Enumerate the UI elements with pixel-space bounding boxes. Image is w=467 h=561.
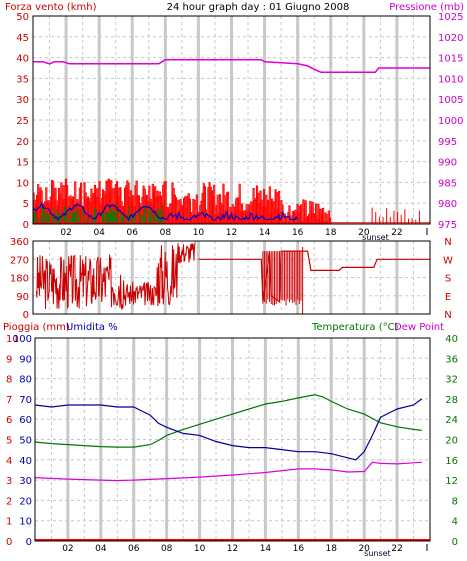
hour-tick-label: 18 <box>325 228 337 238</box>
rain-tick-label: 3 <box>6 476 12 487</box>
temperature-tick-label: 36 <box>445 354 458 365</box>
pressure-tick-label: 1020 <box>438 33 463 44</box>
temperature-tick-label: 20 <box>445 436 458 447</box>
temperature-tick-label: 4 <box>452 517 458 528</box>
humidity-tick-label: 40 <box>19 456 32 467</box>
direction-tick-label: 360 <box>10 237 29 248</box>
rain-tick-label: 9 <box>6 354 12 365</box>
humidity-tick-label: 30 <box>19 476 32 487</box>
hour-tick-label: 08 <box>161 544 173 554</box>
humidity-tick-label: 60 <box>19 415 32 426</box>
wind-tick-label: 35 <box>16 74 29 85</box>
compass-tick-label: N <box>444 237 451 248</box>
wind-tick-label: 5 <box>23 199 29 210</box>
wind-tick-label: 50 <box>16 12 29 23</box>
direction-tick-label: 90 <box>16 292 29 303</box>
wind-tick-label: 20 <box>16 137 29 148</box>
hour-tick-label: 14 <box>260 544 272 554</box>
wind-tick-label: 45 <box>16 33 29 44</box>
hour-tick-label: 04 <box>95 544 107 554</box>
pressure-tick-label: 1010 <box>438 74 463 85</box>
temperature-tick-label: 24 <box>445 415 458 426</box>
dewpoint-axis-title: Dew Point <box>394 322 444 333</box>
humidity-tick-label: 0 <box>26 537 32 548</box>
hour-tick-label: 22 <box>391 544 402 554</box>
wind-tick-label: 10 <box>16 178 29 189</box>
pressure-tick-label: 980 <box>438 199 457 210</box>
pressure-tick-label: 990 <box>438 158 457 169</box>
direction-tick-label: 180 <box>10 274 29 285</box>
temperature-tick-label: 32 <box>445 375 458 386</box>
temperature-axis-title: Temperatura (°C) <box>311 322 399 333</box>
humidity-tick-label: 70 <box>19 395 32 406</box>
wind-tick-label: 40 <box>16 54 29 65</box>
humidity-tick-label: 80 <box>19 375 32 386</box>
pressure-tick-label: 1015 <box>438 54 463 65</box>
rain-tick-label: 8 <box>6 375 12 386</box>
compass-tick-label: E <box>445 292 451 303</box>
hour-tick-label: 22 <box>391 228 402 238</box>
rain-tick-label: 1 <box>6 517 12 528</box>
rain-tick-label: 6 <box>6 415 12 426</box>
hour-tick-label: 06 <box>127 228 139 238</box>
humidity-tick-label: 20 <box>19 496 32 507</box>
hour-tick-label: 10 <box>193 228 205 238</box>
wind-tick-label: 30 <box>16 95 29 106</box>
humidity-tick-label: 90 <box>19 354 32 365</box>
temperature-tick-label: 8 <box>452 496 458 507</box>
hour-tick-label: 14 <box>259 228 271 238</box>
hour-tick-label: 18 <box>326 544 338 554</box>
pressure-tick-label: 1005 <box>438 95 463 106</box>
hour-tick-label: 08 <box>160 228 172 238</box>
temperature-tick-label: 16 <box>445 456 458 467</box>
pressure-tick-label: 975 <box>438 220 457 231</box>
temperature-tick-label: 40 <box>445 334 458 345</box>
humidity-axis-title: Umidita % <box>66 322 118 333</box>
temperature-tick-label: 12 <box>445 476 458 487</box>
sunset-label: sunset <box>364 549 391 556</box>
hour-tick-label: 12 <box>226 228 237 238</box>
compass-tick-label: N <box>444 310 451 321</box>
pressure-tick-label: 1025 <box>438 12 463 23</box>
hour-tick-label: 16 <box>292 228 304 238</box>
wind-tick-label: 0 <box>23 220 29 231</box>
hour-tick-label: 16 <box>293 544 305 554</box>
temperature-tick-label: 28 <box>445 395 458 406</box>
hour-tick-label: 02 <box>62 544 73 554</box>
rain-tick-label: 0 <box>6 537 12 548</box>
hour-tick-label: 02 <box>60 228 71 238</box>
humidity-tick-label: 10 <box>19 517 32 528</box>
rain-axis-title: Pioggia (mm) <box>3 322 70 333</box>
pressure-tick-label: 985 <box>438 178 457 189</box>
humidity-tick-label: 50 <box>19 436 32 447</box>
rain-tick-label: 2 <box>6 496 12 507</box>
compass-tick-label: W <box>443 255 453 266</box>
temperature-tick-label: 0 <box>452 537 458 548</box>
pressure-tick-label: 995 <box>438 137 457 148</box>
hour-tick-label: 10 <box>194 544 206 554</box>
rain-tick-label: 5 <box>6 436 12 447</box>
rain-tick-label: 7 <box>6 395 12 406</box>
compass-tick-label: S <box>445 274 451 285</box>
chart-title: 24 hour graph day : 01 Giugno 2008 <box>167 2 350 13</box>
pressure-tick-label: 1000 <box>438 116 463 127</box>
hour-tick-label: 04 <box>93 228 105 238</box>
rain-tick-label: 4 <box>6 456 12 467</box>
wind-tick-label: 15 <box>16 158 29 169</box>
hour-tick-label: 12 <box>227 544 238 554</box>
direction-tick-label: 270 <box>10 255 29 266</box>
hour-tick-label: 06 <box>128 544 140 554</box>
direction-tick-label: 0 <box>23 310 29 321</box>
wind-tick-label: 25 <box>16 116 29 127</box>
humidity-tick-label: 100 <box>13 334 32 345</box>
